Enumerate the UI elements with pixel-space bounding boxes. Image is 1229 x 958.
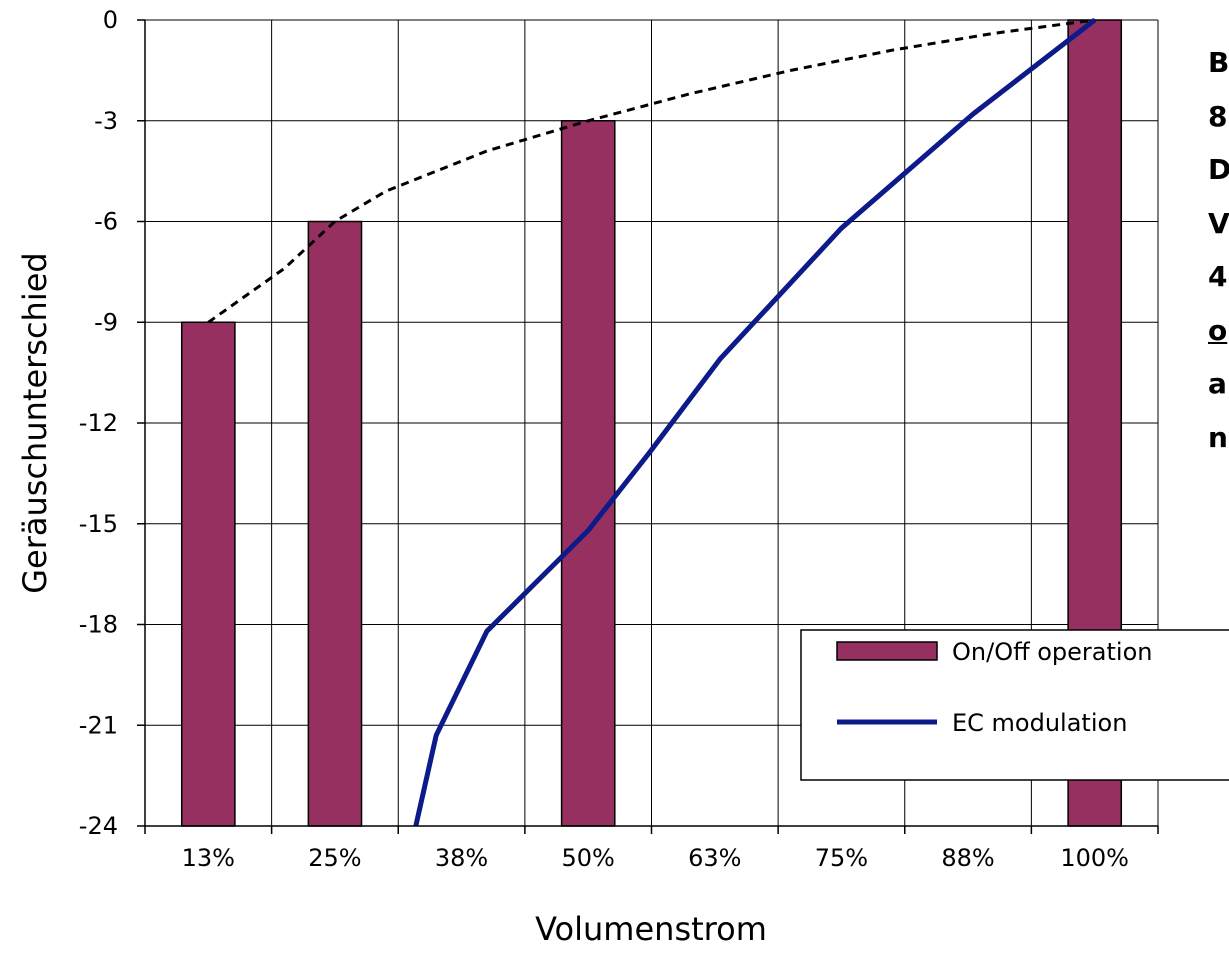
side-text-line: B: [1208, 46, 1229, 79]
side-text-line: D: [1208, 153, 1229, 186]
bar-50pct: [560, 120, 616, 827]
axes: [137, 19, 1159, 834]
side-text-line: V: [1208, 206, 1229, 240]
x-tick-label: 50%: [562, 844, 615, 872]
x-tick-label: 25%: [308, 844, 361, 872]
side-text-line: a: [1208, 367, 1227, 400]
y-tick-label: -15: [79, 510, 118, 538]
legend-swatch-on-off: [836, 641, 938, 661]
side-text-line: n: [1208, 420, 1228, 454]
x-tick-label: 13%: [182, 844, 235, 872]
ec-modulation-line: [413, 18, 1097, 826]
y-tick-label: -6: [94, 208, 118, 236]
legend-label-ec-modulation: EC modulation: [952, 709, 1127, 737]
legend: On/Off operation EC modulation: [800, 629, 1229, 781]
bar-25pct: [307, 220, 363, 827]
side-text-line: o: [1208, 313, 1228, 347]
x-tick-label: 88%: [941, 844, 994, 872]
side-text-line: 8: [1208, 99, 1228, 133]
y-tick-label: -9: [94, 308, 118, 336]
bar-13pct: [180, 321, 236, 827]
y-axis-title: Geräuschunterschied: [16, 252, 54, 593]
y-tick-label: -12: [79, 409, 118, 437]
side-text-line: 4: [1208, 260, 1228, 293]
y-tick-labels: 0 -3 -6 -9 -12 -15 -18 -21 -24: [79, 6, 118, 840]
dashed-reference-line: [207, 18, 1095, 324]
y-tick-label: -24: [79, 812, 118, 840]
bar-series-on-off: [180, 19, 1123, 827]
x-tick-label: 38%: [435, 844, 488, 872]
y-tick-label: -21: [79, 711, 118, 739]
x-tick-label: 100%: [1060, 844, 1129, 872]
x-axis-title: Volumenstrom: [535, 910, 767, 948]
x-tick-label: 63%: [688, 844, 741, 872]
y-tick-label: 0: [103, 6, 118, 34]
x-tick-label: 75%: [815, 844, 868, 872]
y-tick-label: -3: [94, 107, 118, 135]
x-tick-labels: 13% 25% 38% 50% 63% 75% 88% 100%: [182, 844, 1129, 872]
legend-label-on-off: On/Off operation: [952, 638, 1152, 666]
y-tick-label: -18: [79, 611, 118, 639]
